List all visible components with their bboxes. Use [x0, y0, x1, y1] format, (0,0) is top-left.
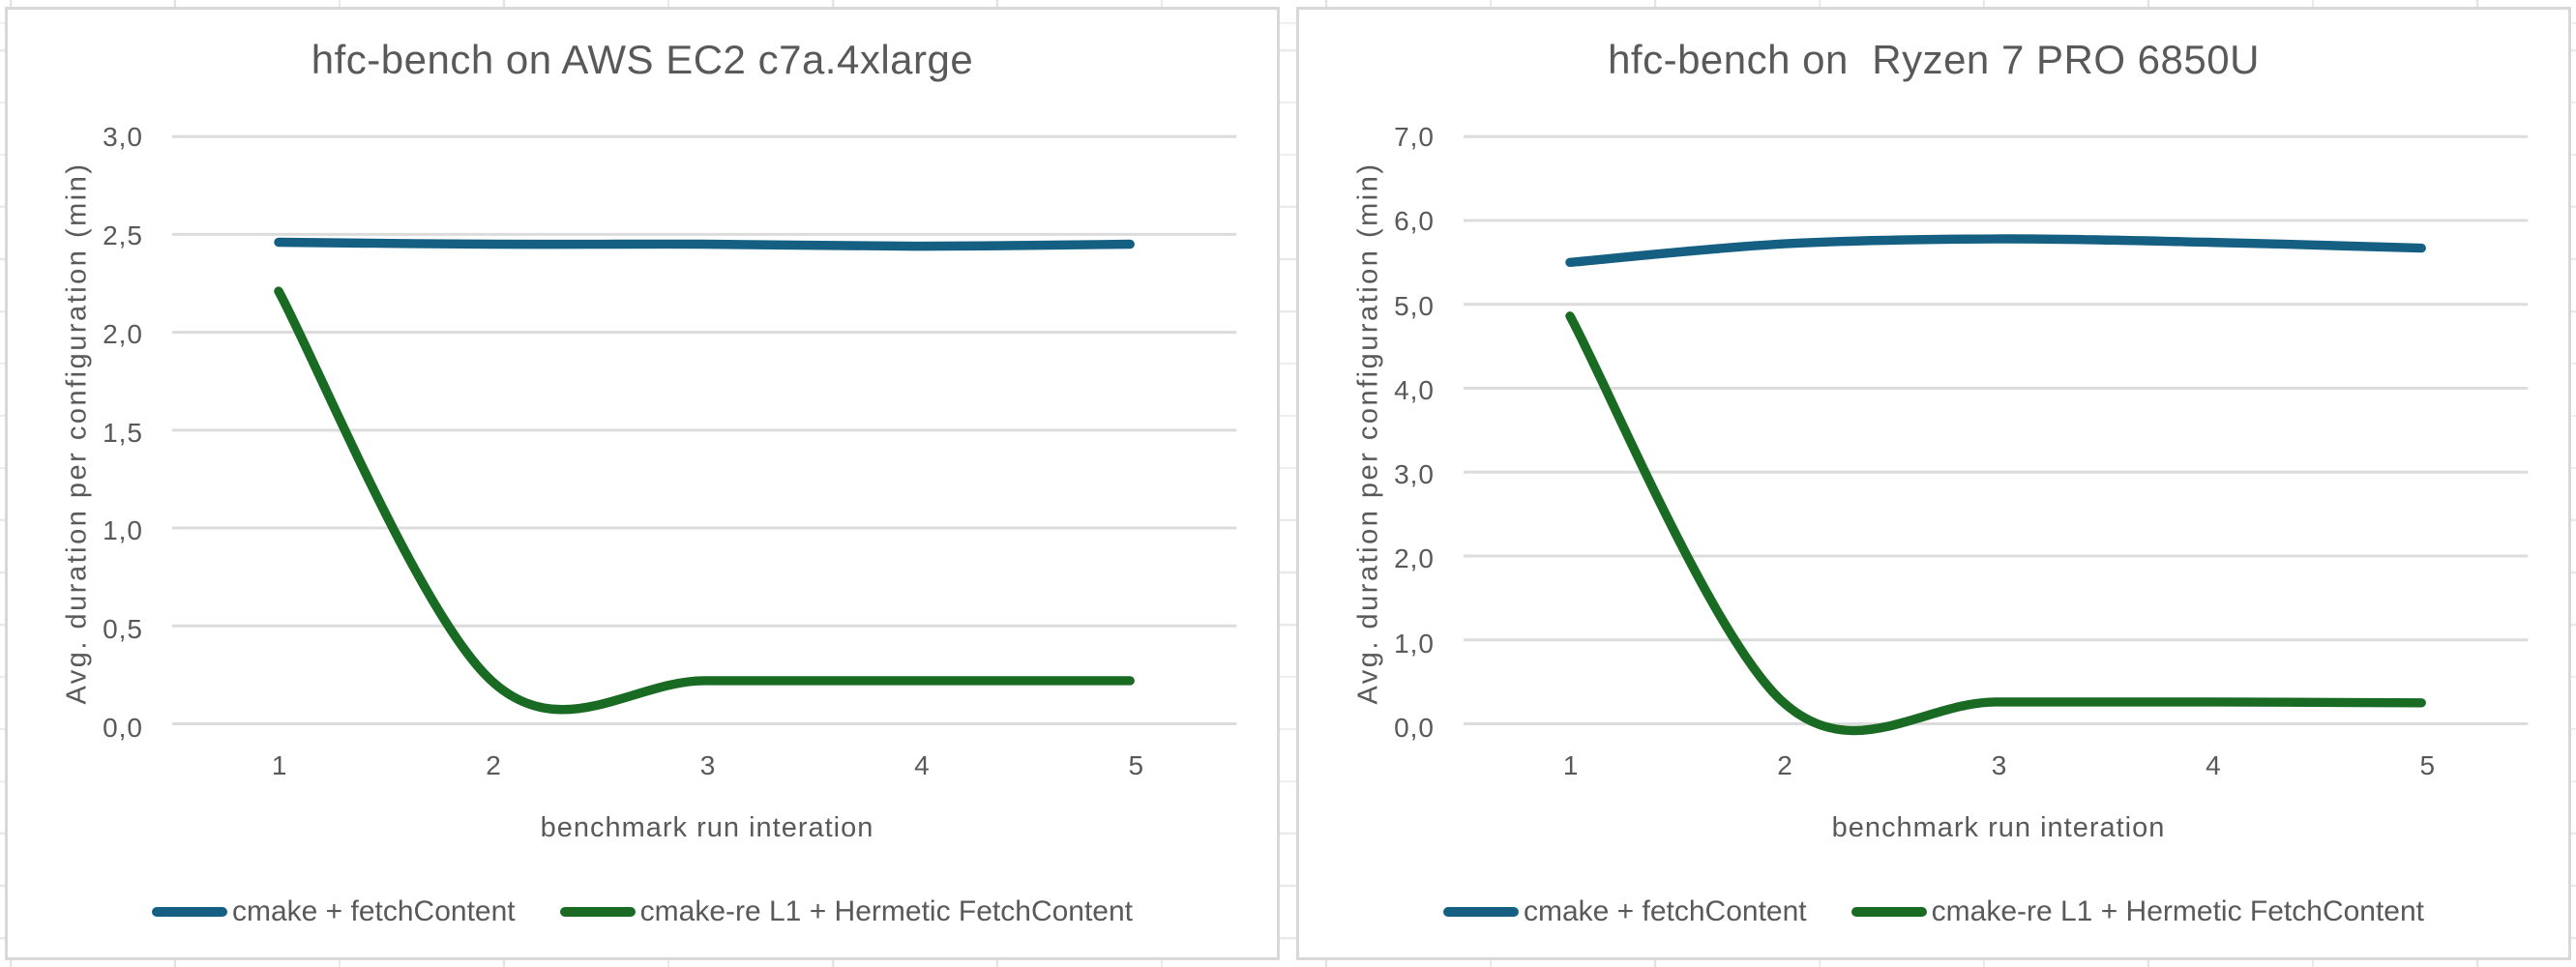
- y-tick-label: 1,0: [103, 515, 143, 546]
- chart-title: hfc-bench on Ryzen 7 PRO 6850U: [1608, 37, 2260, 82]
- x-tick-label: 4: [914, 750, 930, 780]
- legend-label: cmake + fetchContent: [1523, 895, 1807, 927]
- legend-swatch-green: [1851, 907, 1927, 917]
- x-tick-label: 4: [2206, 750, 2221, 780]
- y-tick-label: 4,0: [1394, 374, 1435, 405]
- legend-item-cmake-re-hermetic: cmake-re L1 + Hermetic FetchContent: [559, 895, 1134, 928]
- legend-swatch-green: [559, 907, 636, 917]
- y-tick-label: 0,0: [103, 713, 143, 743]
- chart-aws-ec2: hfc-bench on AWS EC2 c7a.4xlarge Avg. du…: [5, 7, 1280, 960]
- legend-swatch-blue: [151, 907, 227, 917]
- y-tick-label: 2,0: [1394, 543, 1435, 574]
- legend-label: cmake-re L1 + Hermetic FetchContent: [1931, 895, 2425, 927]
- x-axis-title: benchmark run interation: [1831, 812, 2166, 843]
- x-tick-label: 2: [1777, 750, 1792, 780]
- y-tick-label: 0,0: [1394, 713, 1435, 743]
- legend-label: cmake-re L1 + Hermetic FetchContent: [639, 895, 1134, 927]
- x-axis-title: benchmark run interation: [540, 812, 874, 843]
- legend: cmake + fetchContent cmake-re L1 + Herme…: [8, 895, 1277, 928]
- plot-area: [1463, 134, 2529, 736]
- series-line: [274, 237, 1135, 251]
- x-tick-label: 5: [2419, 750, 2436, 780]
- x-tick-label: 3: [699, 750, 716, 780]
- legend-item-cmake-re-hermetic: cmake-re L1 + Hermetic FetchContent: [1851, 895, 2424, 928]
- x-tick-label: 1: [271, 750, 287, 780]
- legend-item-cmake-fetchcontent: cmake + fetchContent: [151, 895, 516, 928]
- legend-label: cmake + fetchContent: [231, 895, 516, 927]
- y-tick-label: 5,0: [1394, 290, 1435, 321]
- y-tick-label: 2,0: [103, 318, 143, 349]
- legend-swatch-blue: [1442, 907, 1519, 917]
- x-tick-label: 1: [1562, 750, 1579, 780]
- y-tick-label: 3,0: [103, 122, 143, 152]
- x-tick-label: 5: [1128, 750, 1144, 780]
- y-tick-label: 2,5: [103, 220, 143, 250]
- y-tick-label: 1,5: [103, 417, 143, 448]
- series-line: [1565, 234, 2426, 268]
- x-tick-label: 2: [486, 750, 501, 780]
- y-tick-label: 3,0: [1394, 459, 1435, 490]
- chart-title: hfc-bench on AWS EC2 c7a.4xlarge: [311, 37, 974, 82]
- y-tick-label: 7,0: [1394, 122, 1435, 152]
- y-axis-title: Avg. duration per configuration (min): [1352, 161, 1384, 705]
- y-tick-label: 1,0: [1394, 628, 1435, 659]
- plot-area: [171, 134, 1237, 725]
- y-tick-label: 6,0: [1394, 206, 1435, 237]
- series-line: [1565, 311, 2426, 736]
- x-tick-label: 3: [1991, 750, 2007, 780]
- legend: cmake + fetchContent cmake-re L1 + Herme…: [1299, 895, 2568, 928]
- series-line: [274, 286, 1135, 715]
- chart-ryzen-6850u: hfc-bench on Ryzen 7 PRO 6850U Avg. dura…: [1296, 7, 2571, 960]
- y-tick-label: 0,5: [103, 614, 143, 645]
- legend-item-cmake-fetchcontent: cmake + fetchContent: [1442, 895, 1807, 928]
